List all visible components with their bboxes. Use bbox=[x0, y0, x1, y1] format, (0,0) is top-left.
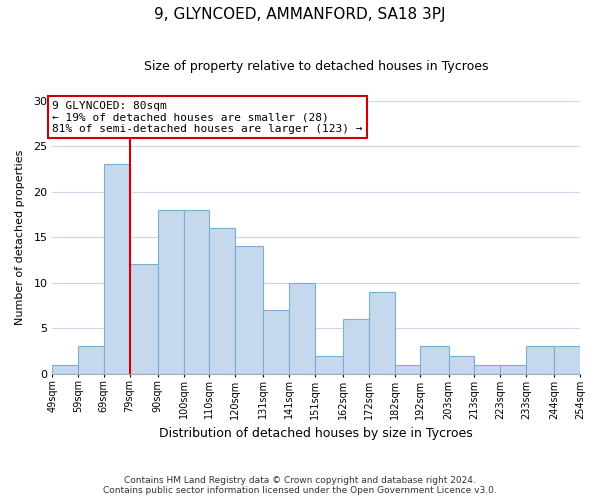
Text: Contains HM Land Registry data © Crown copyright and database right 2024.
Contai: Contains HM Land Registry data © Crown c… bbox=[103, 476, 497, 495]
Text: 9, GLYNCOED, AMMANFORD, SA18 3PJ: 9, GLYNCOED, AMMANFORD, SA18 3PJ bbox=[154, 8, 446, 22]
Bar bbox=[209, 228, 235, 374]
Bar bbox=[235, 246, 263, 374]
Bar bbox=[263, 310, 289, 374]
Bar bbox=[369, 292, 395, 374]
Bar bbox=[130, 264, 158, 374]
Bar bbox=[475, 364, 500, 374]
Bar bbox=[315, 356, 343, 374]
Bar bbox=[289, 282, 315, 374]
Bar bbox=[554, 346, 580, 374]
Bar bbox=[395, 364, 421, 374]
Bar bbox=[526, 346, 554, 374]
Text: 9 GLYNCOED: 80sqm
← 19% of detached houses are smaller (28)
81% of semi-detached: 9 GLYNCOED: 80sqm ← 19% of detached hous… bbox=[52, 100, 363, 134]
Bar bbox=[158, 210, 184, 374]
Bar bbox=[421, 346, 449, 374]
Bar bbox=[78, 346, 104, 374]
Bar bbox=[184, 210, 209, 374]
Bar bbox=[449, 356, 475, 374]
Bar bbox=[500, 364, 526, 374]
Bar bbox=[52, 364, 78, 374]
Bar bbox=[104, 164, 130, 374]
X-axis label: Distribution of detached houses by size in Tycroes: Distribution of detached houses by size … bbox=[159, 427, 473, 440]
Bar bbox=[343, 319, 369, 374]
Y-axis label: Number of detached properties: Number of detached properties bbox=[15, 150, 25, 325]
Title: Size of property relative to detached houses in Tycroes: Size of property relative to detached ho… bbox=[144, 60, 488, 73]
